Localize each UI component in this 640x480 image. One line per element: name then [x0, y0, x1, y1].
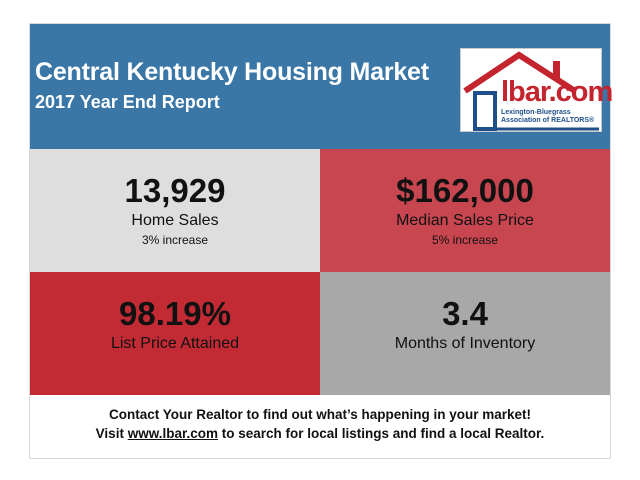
- report-title: Central Kentucky Housing Market: [35, 58, 429, 86]
- logo-association: Lexington-Bluegrass Association of REALT…: [501, 109, 595, 124]
- footer-visit-prefix: Visit: [95, 426, 128, 441]
- stat-label: List Price Attained: [110, 335, 240, 352]
- stat-home-sales: 13,929 Home Sales 3% increase: [30, 149, 320, 272]
- stat-value: 13,929: [124, 172, 226, 209]
- stat-value: 98.19%: [119, 295, 231, 332]
- footer-visit-text: Visit www.lbar.com to search for local l…: [30, 426, 610, 441]
- report-header: Central Kentucky Housing Market 2017 Yea…: [30, 24, 613, 149]
- stat-label: Months of Inventory: [394, 335, 536, 352]
- logo-wordmark: lbar.com: [501, 76, 613, 108]
- stat-label: Median Sales Price: [396, 212, 534, 229]
- stat-change: 3% increase: [141, 233, 209, 247]
- stat-label: Home Sales: [131, 212, 219, 229]
- lbar-logo[interactable]: lbar.com Lexington-Bluegrass Association…: [460, 48, 613, 132]
- stat-median-price: $162,000 Median Sales Price 5% increase: [320, 149, 610, 272]
- stat-change: 5% increase: [431, 233, 499, 247]
- stat-list-price: 98.19% List Price Attained: [30, 272, 320, 395]
- house-roof-icon: [463, 51, 599, 131]
- stat-value: $162,000: [396, 172, 534, 209]
- footer-contact-text: Contact Your Realtor to find out what’s …: [108, 407, 532, 422]
- report-subtitle: 2017 Year End Report: [35, 92, 220, 112]
- footer-visit-suffix: to search for local listings and find a …: [217, 426, 545, 441]
- stat-inventory: 3.4 Months of Inventory: [320, 272, 610, 395]
- report-card: Central Kentucky Housing Market 2017 Yea…: [29, 23, 613, 459]
- lbar-link[interactable]: www.lbar.com: [127, 426, 218, 441]
- report-footer: Contact Your Realtor to find out what’s …: [30, 397, 610, 458]
- stat-value: 3.4: [442, 295, 488, 332]
